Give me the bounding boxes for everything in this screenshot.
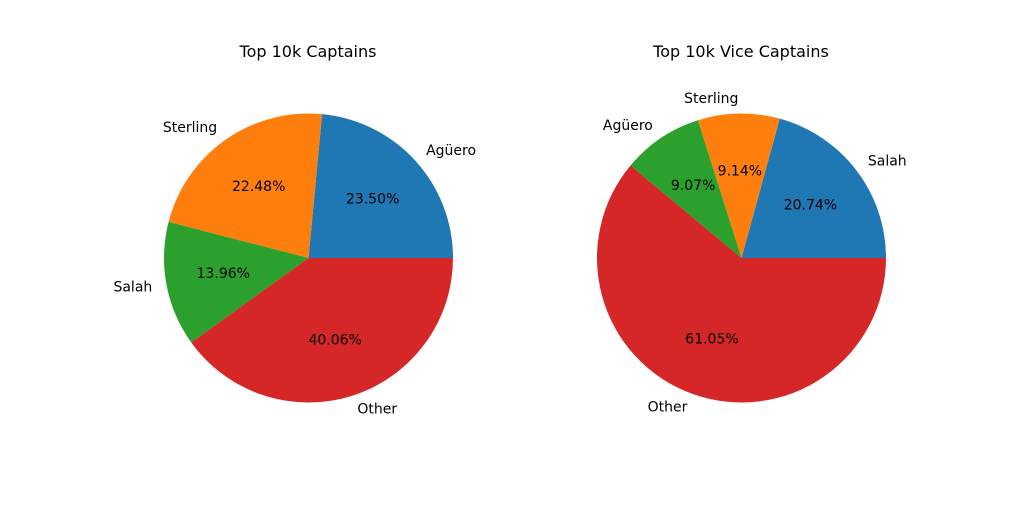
captains-pct-label-sterling: 22.48%	[232, 179, 285, 195]
captains-pie-chart: Top 10k Captains 23.50% Agüero 22.48% Sterl…	[113, 42, 476, 417]
captains-pie-slices: 23.50% Agüero 22.48% Sterling 13.96% Salah 40.…	[113, 113, 476, 417]
vice-captains-slice-label-aguero: Agüero	[603, 118, 653, 134]
captains-pct-label-other: 40.06%	[308, 333, 361, 349]
captains-slice-label-other: Other	[357, 401, 397, 417]
vice-captains-pct-label-salah: 20.74%	[784, 197, 837, 213]
vice-captains-pct-label-sterling: 9.14%	[718, 163, 762, 179]
vice-captains-slice-sterling	[697, 113, 780, 258]
vice-captains-pct-label-aguero: 9.07%	[671, 178, 715, 194]
captains-pct-label-salah: 13.96%	[197, 266, 250, 282]
captains-slice-label-sterling: Sterling	[163, 120, 217, 136]
captains-slice-other	[191, 258, 453, 403]
vice-captains-slice-aguero	[630, 120, 742, 259]
captains-chart-title: Top 10k Captains	[239, 42, 377, 61]
captains-slice-label-aguero: Agüero	[426, 143, 476, 159]
captains-slice-label-salah: Salah	[113, 279, 152, 295]
vice-captains-pie-slices: 20.74% Salah 9.14% Sterling 9.07% Agüero 61.05…	[596, 91, 907, 415]
vice-captains-slice-salah	[741, 118, 886, 258]
vice-captains-pct-label-other: 61.05%	[685, 332, 738, 348]
captains-slice-aguero	[308, 114, 454, 258]
vice-captains-chart-title: Top 10k Vice Captains	[652, 42, 829, 61]
vice-captains-slice-label-sterling: Sterling	[684, 91, 738, 107]
vice-captains-slice-label-other: Other	[648, 399, 688, 415]
vice-captains-pie-chart: Top 10k Vice Captains 20.74% Salah 9.14% St…	[596, 42, 907, 415]
captains-slice-sterling	[168, 113, 323, 258]
vice-captains-slice-label-salah: Salah	[868, 154, 907, 170]
captains-slice-salah	[164, 221, 309, 343]
captains-pct-label-aguero: 23.50%	[346, 192, 399, 208]
vice-captains-slice-other	[596, 165, 886, 403]
